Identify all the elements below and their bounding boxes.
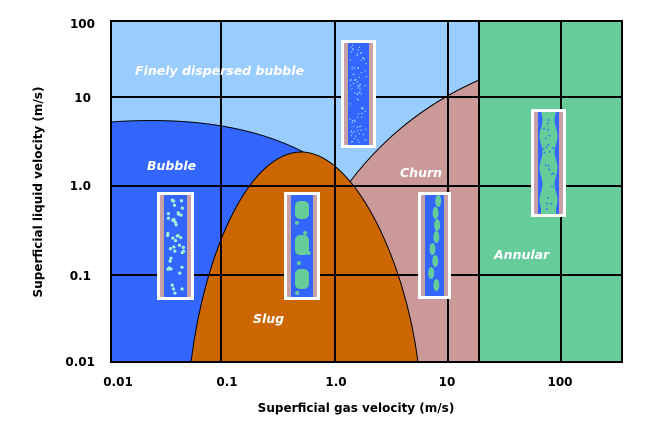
x-tick-4: 100 (547, 375, 572, 389)
x-tick-0: 0.01 (103, 375, 133, 389)
x-tick-2: 1.0 (325, 375, 346, 389)
plot-frame (110, 20, 623, 363)
x-tick-1: 0.1 (216, 375, 237, 389)
y-tick-3: 0.1 (70, 269, 91, 283)
label-finely-dispersed-bubble: Finely dispersed bubble (135, 63, 304, 78)
y-tick-4: 0.01 (65, 355, 95, 369)
y-tick-1: 10 (74, 91, 91, 105)
y-axis-title: Superficial liquid velocity (m/s) (31, 87, 45, 298)
pipe-illustration-slug (284, 192, 320, 300)
pipe-illustration-finely-dispersed (341, 40, 376, 148)
label-churn: Churn (400, 165, 442, 180)
pipe-illustration-churn (418, 192, 451, 299)
y-tick-0: 100 (70, 17, 95, 31)
label-annular: Annular (493, 247, 550, 262)
x-tick-3: 10 (439, 375, 456, 389)
pipe-illustration-annular (531, 109, 566, 217)
label-bubble: Bubble (147, 158, 196, 173)
pipe-illustration-bubble (157, 192, 194, 300)
x-axis-title: Superficial gas velocity (m/s) (258, 401, 455, 415)
label-slug: Slug (253, 311, 284, 326)
y-tick-2: 1.0 (70, 179, 91, 193)
